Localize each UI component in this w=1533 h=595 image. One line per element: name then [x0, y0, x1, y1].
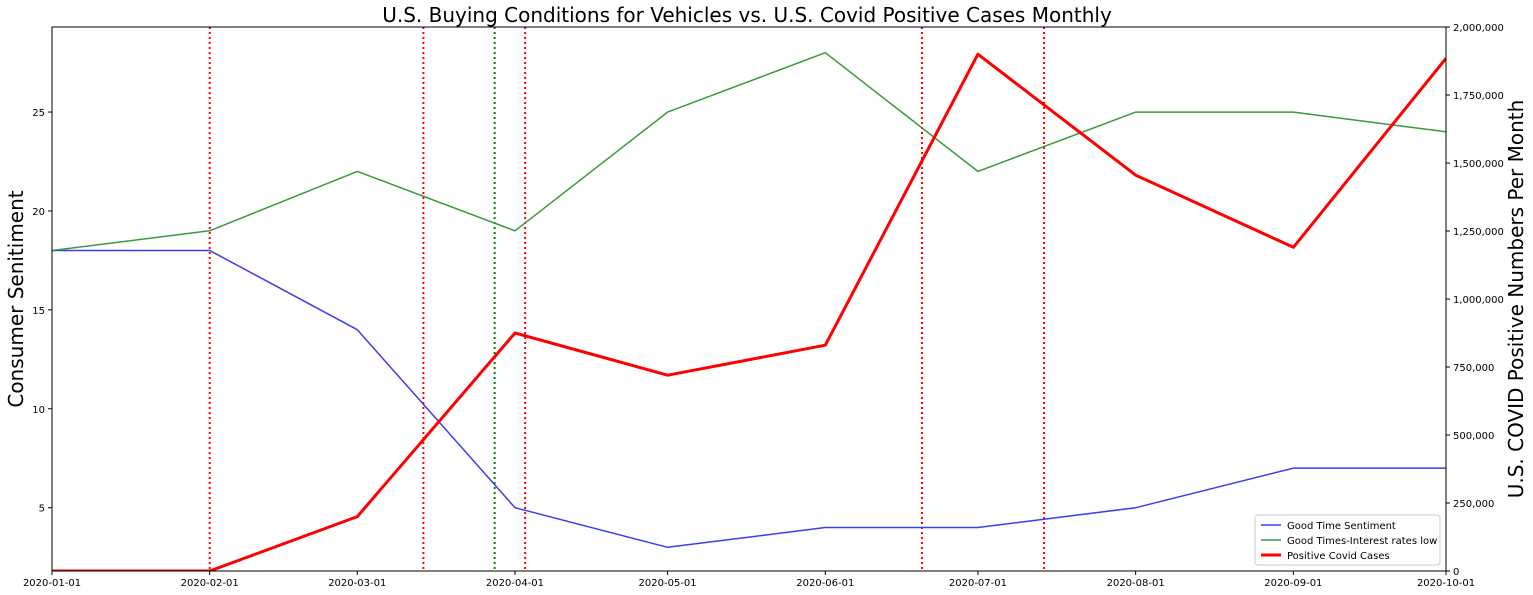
vertical-markers [208, 27, 1046, 571]
x-tick-label: 2020-10-01 [1417, 578, 1475, 589]
y2-tick-label: 750,000 [1453, 363, 1494, 374]
y2-tick-label: 2,000,000 [1453, 23, 1504, 34]
legend-label: Positive Covid Cases [1287, 551, 1390, 562]
y2-tick-label: 1,500,000 [1453, 159, 1504, 170]
series-lines [52, 51, 1446, 571]
tick-labels: 2020-01-01 2020-02-01 2020-03-01 2020-04-01… [23, 23, 1504, 589]
x-tick-label: 2020-01-01 [23, 578, 81, 589]
x-tick-label: 2020-06-01 [796, 578, 854, 589]
legend: Good Time Sentiment Good Times-Interest r… [1254, 514, 1441, 566]
series-line-2 [52, 51, 1446, 252]
y2-tick-label: 500,000 [1453, 431, 1494, 442]
y2-tick-label: 1,000,000 [1453, 295, 1504, 306]
y2-tick-label: 0 [1453, 567, 1459, 578]
legend-box [1254, 514, 1441, 566]
axes [48, 26, 1450, 575]
y-tick-label: 20 [32, 207, 45, 218]
legend-label: Good Time Sentiment [1287, 521, 1396, 532]
x-tick-label: 2020-02-01 [181, 578, 239, 589]
y2-tick-label: 1,250,000 [1453, 227, 1504, 238]
y2-axis-label: U.S. COVID Positive Numbers Per Month [1504, 100, 1528, 499]
x-tick-label: 2020-05-01 [639, 578, 697, 589]
y-axis-label: Consumer Senitiment [4, 190, 28, 407]
legend-label: Good Times-Interest rates low [1287, 536, 1437, 547]
y2-tick-label: 250,000 [1453, 499, 1494, 510]
series-line-1 [52, 249, 1446, 549]
x-tick-label: 2020-04-01 [486, 578, 544, 589]
x-tick-label: 2020-08-01 [1107, 578, 1165, 589]
series-line-3 [52, 52, 1446, 571]
x-tick-label: 2020-07-01 [949, 578, 1007, 589]
x-tick-label: 2020-09-01 [1264, 578, 1322, 589]
x-tick-label: 2020-03-01 [328, 578, 386, 589]
plot-frame [51, 26, 1447, 572]
y-tick-label: 15 [32, 306, 45, 317]
chart-title: U.S. Buying Conditions for Vehicles vs. … [382, 3, 1112, 27]
y-tick-label: 25 [32, 108, 45, 119]
y-tick-label: 10 [32, 405, 45, 416]
y2-tick-label: 1,750,000 [1453, 91, 1504, 102]
y-tick-label: 5 [39, 504, 45, 515]
